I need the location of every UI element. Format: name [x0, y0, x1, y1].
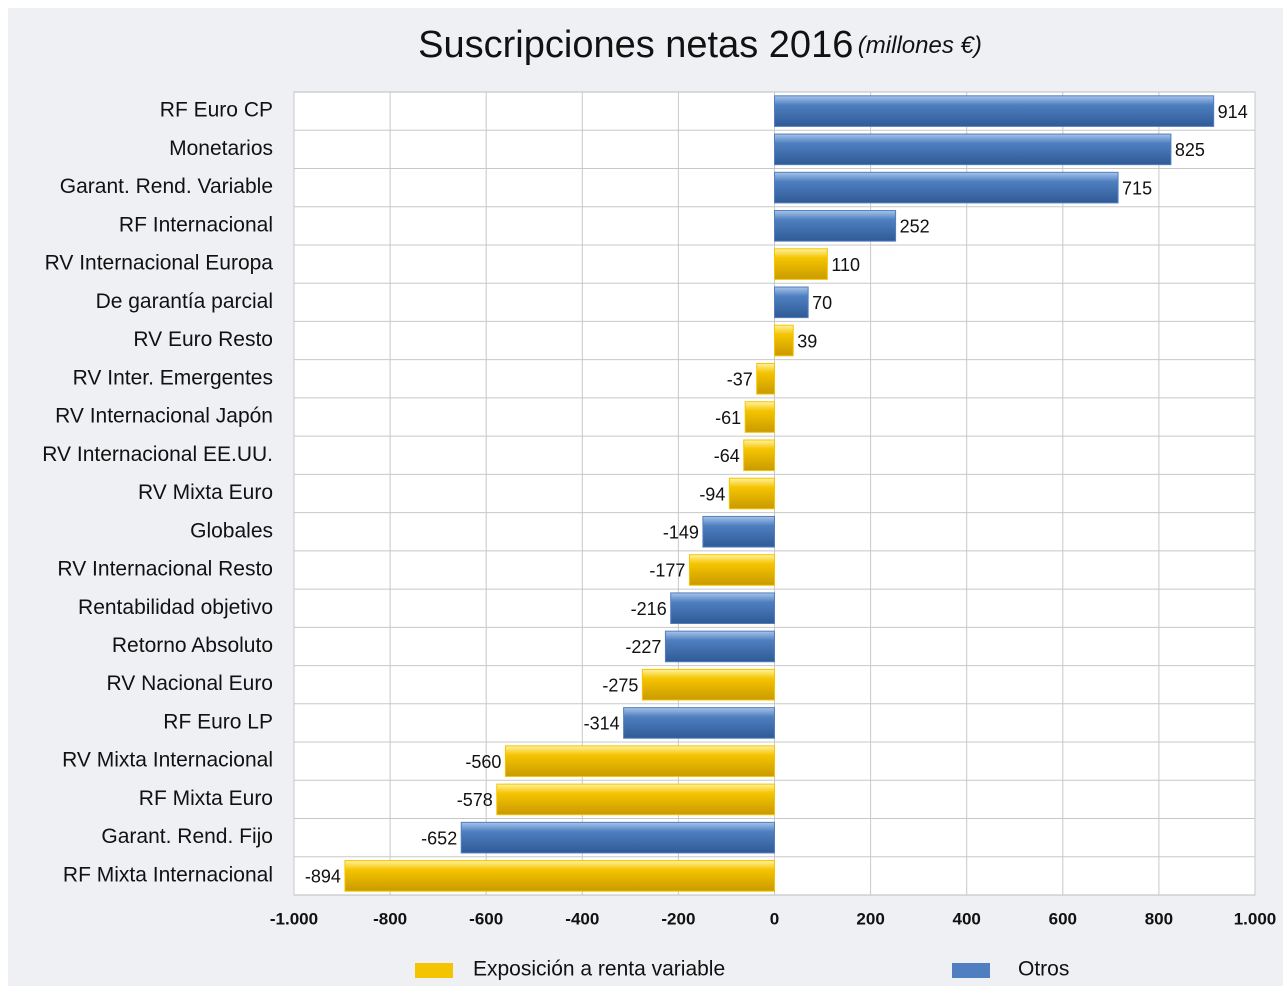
bar — [774, 210, 897, 242]
value-label: -61 — [715, 408, 741, 428]
legend-label: Otros — [1018, 958, 1069, 981]
category-label: RF Internacional — [119, 213, 273, 236]
bar — [504, 745, 775, 777]
value-label: -37 — [727, 370, 753, 390]
category-label: RV Mixta Euro — [138, 481, 273, 504]
category-label: De garantía parcial — [96, 290, 273, 313]
x-tick-label: -600 — [469, 909, 503, 928]
x-tick-label: -400 — [565, 909, 599, 928]
x-tick-label: 0 — [770, 909, 779, 928]
bar — [774, 248, 828, 280]
value-label: -216 — [631, 599, 667, 619]
x-tick-label: 400 — [953, 909, 981, 928]
category-label: RV Euro Resto — [133, 328, 273, 351]
value-label: -314 — [584, 714, 620, 734]
value-label: -578 — [457, 790, 493, 810]
legend-label: Exposición a renta variable — [473, 958, 725, 981]
bar — [774, 95, 1215, 127]
category-label: RV Internacional Japón — [55, 405, 273, 428]
bar — [774, 171, 1119, 204]
bar — [623, 707, 775, 739]
bar — [688, 554, 775, 586]
value-label: -227 — [625, 637, 661, 657]
x-tick-label: 800 — [1145, 909, 1173, 928]
title-unit: (millones €) — [858, 32, 982, 59]
legend-swatch — [952, 963, 990, 978]
bar — [743, 439, 775, 472]
x-tick-label: -200 — [661, 909, 695, 928]
bar — [641, 668, 775, 701]
value-label: 715 — [1122, 178, 1152, 198]
x-tick-label: -800 — [373, 909, 407, 928]
category-label: RF Euro CP — [160, 99, 273, 122]
category-label: Rentabilidad objetivo — [78, 596, 273, 619]
bar — [460, 821, 775, 854]
x-tick-label: 200 — [856, 909, 884, 928]
value-label: -177 — [649, 561, 685, 581]
category-label: RV Mixta Internacional — [62, 749, 273, 772]
bar — [670, 592, 775, 625]
category-label: RF Mixta Euro — [139, 787, 273, 810]
category-label: Retorno Absoluto — [112, 634, 273, 657]
category-label: RV Internacional Europa — [45, 252, 274, 275]
category-label: RV Internacional EE.UU. — [42, 443, 273, 466]
bar — [774, 286, 809, 319]
value-label: -94 — [699, 484, 725, 504]
value-label: 70 — [812, 293, 832, 313]
title-main: Suscripciones netas 2016 — [418, 24, 853, 66]
value-label: 914 — [1218, 102, 1248, 122]
bar — [774, 133, 1172, 166]
chart-title: Suscripciones netas 2016 (millones €) — [418, 24, 982, 66]
value-label: -652 — [421, 828, 457, 848]
value-label: 110 — [831, 255, 860, 275]
bar — [744, 401, 776, 433]
value-label: 825 — [1175, 140, 1205, 160]
value-label: -275 — [602, 675, 638, 695]
bar — [756, 362, 775, 395]
bar — [344, 860, 775, 892]
x-tick-label: 1.000 — [1234, 909, 1277, 928]
bar — [702, 515, 776, 548]
bar — [664, 630, 776, 663]
legend-swatch — [415, 963, 453, 978]
bar — [728, 477, 776, 510]
value-label: -149 — [663, 522, 699, 542]
category-label: RV Nacional Euro — [106, 672, 273, 695]
x-tick-label: 600 — [1049, 909, 1077, 928]
category-label: Globales — [190, 519, 273, 542]
category-label: Garant. Rend. Fijo — [101, 825, 273, 848]
category-label: RF Euro LP — [163, 710, 273, 733]
value-label: -894 — [305, 867, 341, 887]
value-label: -560 — [465, 752, 501, 772]
bar — [496, 783, 775, 816]
value-label: 252 — [900, 217, 930, 237]
category-label: Monetarios — [169, 137, 273, 160]
category-label: RV Inter. Emergentes — [73, 366, 273, 389]
category-label: RF Mixta Internacional — [63, 863, 273, 886]
value-label: -64 — [714, 446, 740, 466]
category-label: RV Internacional Resto — [57, 558, 273, 581]
bar — [774, 324, 794, 357]
value-label: 39 — [797, 331, 817, 351]
category-label: Garant. Rend. Variable — [60, 175, 273, 198]
x-tick-label: -1.000 — [270, 909, 318, 928]
